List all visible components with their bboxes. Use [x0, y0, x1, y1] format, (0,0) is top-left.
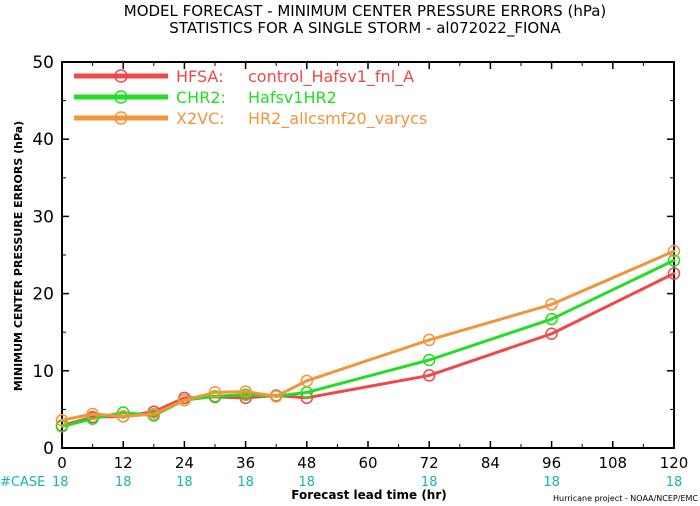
chart-title: MODEL FORECAST - MINIMUM CENTER PRESSURE… [124, 2, 607, 20]
case-count: 18 [543, 475, 560, 490]
x-axis-label: Forecast lead time (hr) [291, 488, 447, 502]
series-point [667, 244, 681, 258]
x-tick-label: 120 [660, 454, 689, 472]
case-label: #CASE [0, 475, 45, 490]
series-point [422, 333, 436, 347]
series-line [60, 249, 676, 422]
case-count: 18 [52, 475, 69, 490]
series-point [208, 390, 222, 403]
x-tick-label: 72 [420, 454, 439, 472]
y-tick-label: 50 [32, 53, 54, 73]
legend-description: control_Hafsv1_fnl_A [248, 67, 414, 87]
series-point [86, 407, 99, 421]
series-point [116, 410, 130, 423]
series-point [116, 406, 130, 419]
x-tick-label: 96 [542, 454, 561, 472]
y-tick-label: 30 [32, 207, 54, 227]
series-point [545, 327, 558, 340]
y-tick-label: 0 [43, 439, 54, 459]
plot-area: 0 12 24 36 48 60 72 84 96 108 120 0 10 20 30 40 50 18 18 18… [32, 53, 688, 490]
series-point [422, 353, 436, 367]
case-count: 18 [299, 475, 316, 490]
legend-marker [114, 111, 128, 125]
series-line [60, 258, 676, 428]
series-point [667, 254, 681, 267]
series-point [300, 374, 314, 388]
credit-text: Hurricane project - NOAA/NCEP/EMC [553, 494, 698, 503]
y-tick-label: 40 [32, 130, 54, 150]
case-count: 18 [421, 475, 438, 490]
series-point [422, 369, 436, 382]
x-tick-label: 12 [114, 454, 133, 472]
legend-marker [114, 90, 128, 104]
legend-description: Hafsv1HR2 [248, 88, 337, 107]
series-point [147, 407, 161, 421]
y-tick-label: 20 [32, 285, 54, 305]
x-tick-label: 24 [175, 454, 194, 472]
legend-name: HFSA: [176, 67, 223, 86]
series-point [667, 267, 681, 280]
legend-name: X2VC: [176, 109, 225, 128]
chart-subtitle: STATISTICS FOR A SINGLE STORM - al072022… [169, 19, 561, 38]
y-axis-label: MINIMUM CENTER PRESSURE ERRORS (hPa) [12, 121, 25, 391]
series-point [239, 385, 252, 398]
legend-marker [114, 69, 128, 83]
x-tick-label: 36 [236, 454, 255, 472]
series-point [178, 393, 191, 407]
x-tick-label: 108 [598, 454, 627, 472]
x-tick-label: 48 [297, 454, 316, 472]
series-point [269, 390, 283, 403]
series-point [55, 413, 69, 427]
legend-name: CHR2: [176, 88, 226, 107]
case-count: 18 [176, 475, 193, 490]
legend: HFSA: control_Hafsv1_fnl_A CHR2: Hafsv1HR2 X… [74, 67, 427, 129]
case-count: 18 [115, 475, 132, 490]
series-point [208, 386, 222, 399]
x-tick-label: 84 [481, 454, 500, 472]
series-point [239, 388, 252, 401]
series-line [60, 272, 676, 428]
case-count: 18 [666, 475, 683, 490]
y-tick-label: 10 [32, 362, 54, 382]
case-count: 18 [237, 475, 254, 490]
x-tick-label: 0 [57, 454, 67, 472]
legend-description: HR2_allcsmf20_varycs [248, 109, 427, 129]
series-point [545, 312, 558, 326]
series-point [545, 298, 558, 311]
x-tick-label: 60 [358, 454, 377, 472]
